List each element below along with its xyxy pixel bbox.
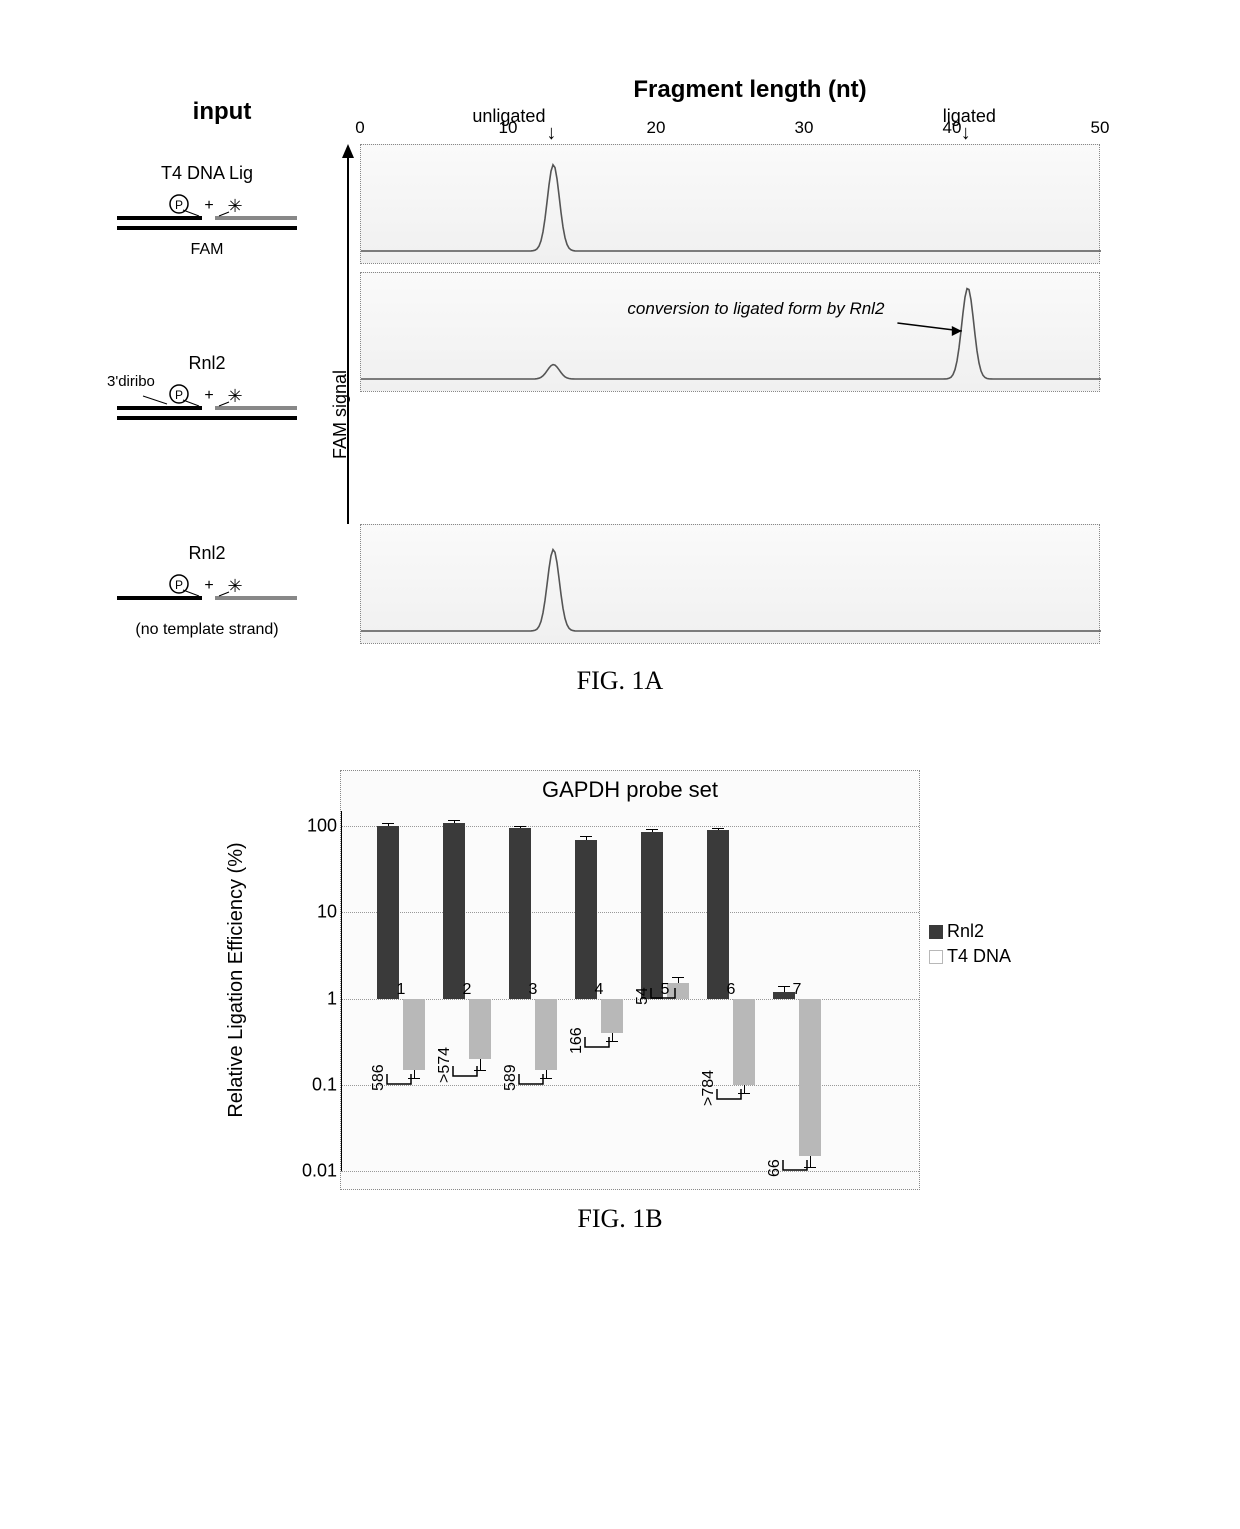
svg-text:✳: ✳ xyxy=(227,196,242,216)
fig1b-gridline xyxy=(341,912,919,913)
fig1b-title: GAPDH probe set xyxy=(341,777,919,803)
fig1b-bar-t4 xyxy=(469,999,491,1059)
svg-text:P: P xyxy=(175,388,183,402)
fig1b-group-index: 6 xyxy=(727,981,736,999)
fig1b-bar-rnl2 xyxy=(707,830,729,998)
bracket-icon xyxy=(781,1158,811,1178)
fig1b-errorcap xyxy=(778,986,790,987)
svg-text:✳: ✳ xyxy=(227,386,242,406)
svg-text:✳: ✳ xyxy=(227,576,242,596)
fig1b-plot-area: GAPDH probe set Rnl2T4 DNA 1001010.10.01… xyxy=(340,770,920,1190)
fig1a-unligated-arrow-icon: ↓ xyxy=(546,122,556,145)
fig1b-bar-t4 xyxy=(799,999,821,1156)
fig1b-group-index: 4 xyxy=(595,981,604,999)
svg-text:+: + xyxy=(204,387,213,404)
fig1a-trace-panel xyxy=(360,144,1100,264)
fig1b-errorbar xyxy=(678,977,679,984)
fig1a-diagram-sublabel: FAM xyxy=(107,241,307,259)
fig1b-group-index: 1 xyxy=(397,981,406,999)
fig1b-group-index: 2 xyxy=(463,981,472,999)
legend-swatch-icon xyxy=(929,950,943,964)
figure-1a: input Fragment length (nt) 01020304050 u… xyxy=(100,80,1140,696)
fig1a-xtick: 30 xyxy=(795,118,814,138)
fig1a-xtick: 50 xyxy=(1091,118,1110,138)
fig1a-trace-line xyxy=(361,525,1101,645)
bracket-icon xyxy=(517,1072,547,1092)
fig1b-bar-t4 xyxy=(601,999,623,1033)
fig1b-bar-t4 xyxy=(403,999,425,1070)
fig1a-molecule-icon: P + ✳ xyxy=(107,564,307,616)
fig1b-legend-item: Rnl2 xyxy=(929,921,1011,942)
fig1b-gridline xyxy=(341,999,919,1000)
fig1b-group-index: 3 xyxy=(529,981,538,999)
fig1b-bar-rnl2 xyxy=(509,828,531,998)
fig1b-group-index: 7 xyxy=(793,981,802,999)
fig1b-gridline xyxy=(341,1085,919,1086)
fig1b-errorcap xyxy=(514,826,526,827)
fig1b-gridline xyxy=(341,826,919,827)
fig1a-enzyme-label: Rnl2 xyxy=(107,543,307,564)
fig1a-trace-line xyxy=(361,145,1101,265)
fig1a-enzyme-label: Rnl2 xyxy=(107,353,307,374)
legend-label: T4 DNA xyxy=(947,946,1011,967)
fig1b-ytick: 1 xyxy=(293,988,337,1009)
fig1b-ytick: 0.01 xyxy=(293,1161,337,1182)
figure-1b: Relative Ligation Efficiency (%) GAPDH p… xyxy=(280,770,960,1234)
fig1b-legend: Rnl2 T4 DNA xyxy=(929,921,1011,971)
bracket-icon xyxy=(715,1087,745,1107)
bracket-icon xyxy=(583,1035,613,1055)
fig1a-ligated-arrow-icon: ↓ xyxy=(961,122,971,145)
fig1a-yaxis-label: FAM signal xyxy=(330,370,351,459)
svg-text:+: + xyxy=(204,577,213,594)
fig1b-errorcap xyxy=(712,828,724,829)
fig1b-gridline xyxy=(341,1171,919,1172)
fig1a-diagram-sublabel: (no template strand) xyxy=(107,621,307,639)
fig1a-xtick: 0 xyxy=(355,118,364,138)
fig1b-errorcap xyxy=(672,977,684,978)
fig1b-bar-rnl2 xyxy=(443,823,465,999)
bracket-icon xyxy=(385,1072,415,1092)
fig1b-errorcap xyxy=(580,836,592,837)
svg-text:P: P xyxy=(175,578,183,592)
fig1a-xaxis-title: Fragment length (nt) xyxy=(360,76,1140,104)
fig1b-errorcap xyxy=(448,820,460,821)
fig1a-input-diagram: Rnl2 P + ✳ (no template strand) xyxy=(100,524,320,652)
fig1b-bar-t4 xyxy=(733,999,755,1085)
bracket-icon xyxy=(649,986,679,1006)
fig1b-ytick: 10 xyxy=(293,902,337,923)
fig1b-caption: FIG. 1B xyxy=(280,1204,960,1234)
legend-label: Rnl2 xyxy=(947,921,984,942)
fig1b-bar-rnl2 xyxy=(377,826,399,998)
fig1b-legend-item: T4 DNA xyxy=(929,946,1011,967)
fig1b-ytick: 100 xyxy=(293,816,337,837)
svg-text:P: P xyxy=(175,198,183,212)
fig1a-enzyme-label: T4 DNA Lig xyxy=(107,163,307,184)
fig1a-trace-panel: conversion to ligated form by Rnl2 xyxy=(360,272,1100,392)
fig1a-molecule-icon: P + ✳ xyxy=(107,184,307,236)
fig1a-annotation-arrow-icon xyxy=(361,273,1101,393)
fig1a-caption: FIG. 1A xyxy=(100,666,1140,696)
fig1a-3diribo-label: 3'diribo xyxy=(107,373,155,390)
fig1a-xtick: 20 xyxy=(647,118,666,138)
fig1b-bar-t4 xyxy=(535,999,557,1070)
fig1b-bar-rnl2 xyxy=(575,840,597,999)
fig1a-unligated-label: unligated xyxy=(472,106,545,127)
bracket-icon xyxy=(451,1064,481,1084)
fig1b-bar-rnl2 xyxy=(641,832,663,998)
svg-text:+: + xyxy=(204,197,213,214)
fig1a-trace-panel xyxy=(360,524,1100,644)
fig1b-errorcap xyxy=(382,823,394,824)
fam-signal-axis-arrow-icon xyxy=(338,144,358,524)
fig1b-ytick: 0.1 xyxy=(293,1074,337,1095)
fig1a-input-diagram: T4 DNA Lig P + ✳ FAM xyxy=(100,144,320,272)
fig1b-errorcap xyxy=(646,829,658,830)
fig1a-input-heading: input xyxy=(163,98,252,126)
fig1b-yaxis-label: Relative Ligation Efficiency (%) xyxy=(225,842,248,1117)
fig1a-input-diagram: Rnl23'diribo P + ✳ xyxy=(100,272,320,524)
legend-swatch-icon xyxy=(929,925,943,939)
